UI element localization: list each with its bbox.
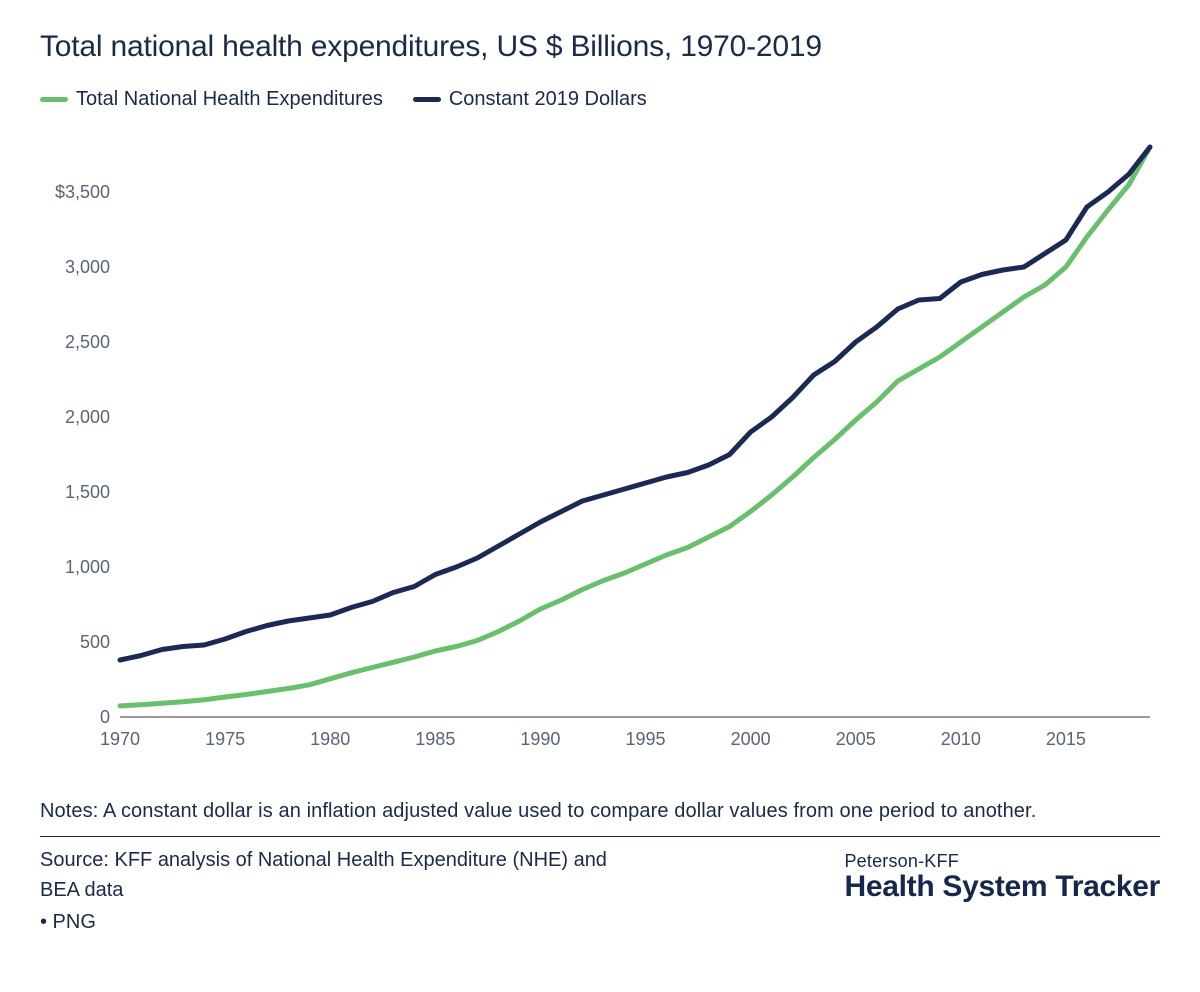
legend: Total National Health Expenditures Const… [40, 88, 1160, 111]
legend-label-series2: Constant 2019 Dollars [449, 88, 647, 111]
svg-text:2015: 2015 [1046, 729, 1086, 749]
legend-item-series2: Constant 2019 Dollars [413, 88, 647, 111]
notes-text: Notes: A constant dollar is an inflation… [40, 797, 1160, 826]
svg-text:3,000: 3,000 [65, 257, 110, 277]
line-chart-svg: 0 500 1,000 1,500 2,000 2,500 3,000 $3,500 1970 1… [40, 127, 1160, 767]
svg-text:1980: 1980 [310, 729, 350, 749]
source-line2: BEA data [40, 875, 607, 905]
svg-text:1995: 1995 [625, 729, 665, 749]
svg-text:1975: 1975 [205, 729, 245, 749]
svg-text:2000: 2000 [731, 729, 771, 749]
svg-text:1,500: 1,500 [65, 482, 110, 502]
legend-swatch-series1 [40, 97, 68, 102]
source-text: Source: KFF analysis of National Health … [40, 845, 607, 937]
svg-text:0: 0 [100, 707, 110, 727]
svg-text:2,500: 2,500 [65, 332, 110, 352]
chart-container: Total national health expenditures, US $… [0, 0, 1200, 992]
footer-row: Source: KFF analysis of National Health … [40, 845, 1160, 937]
source-png: • PNG [40, 907, 607, 937]
chart-title: Total national health expenditures, US $… [40, 30, 1160, 64]
legend-label-series1: Total National Health Expenditures [76, 88, 383, 111]
svg-text:1970: 1970 [100, 729, 140, 749]
svg-text:500: 500 [80, 632, 110, 652]
svg-text:2,000: 2,000 [65, 407, 110, 427]
divider-line [40, 836, 1160, 837]
svg-text:1985: 1985 [415, 729, 455, 749]
chart-plot-area: 0 500 1,000 1,500 2,000 2,500 3,000 $3,500 1970 1… [40, 127, 1160, 767]
svg-text:1990: 1990 [520, 729, 560, 749]
svg-text:$3,500: $3,500 [55, 182, 110, 202]
svg-text:2005: 2005 [836, 729, 876, 749]
svg-text:1,000: 1,000 [65, 557, 110, 577]
source-line1: Source: KFF analysis of National Health … [40, 845, 607, 875]
brand-block: Peterson-KFF Health System Tracker [844, 851, 1160, 904]
brand-bottom-text: Health System Tracker [844, 870, 1160, 904]
legend-item-series1: Total National Health Expenditures [40, 88, 383, 111]
brand-top-text: Peterson-KFF [844, 851, 1160, 872]
svg-text:2010: 2010 [941, 729, 981, 749]
legend-swatch-series2 [413, 97, 441, 102]
